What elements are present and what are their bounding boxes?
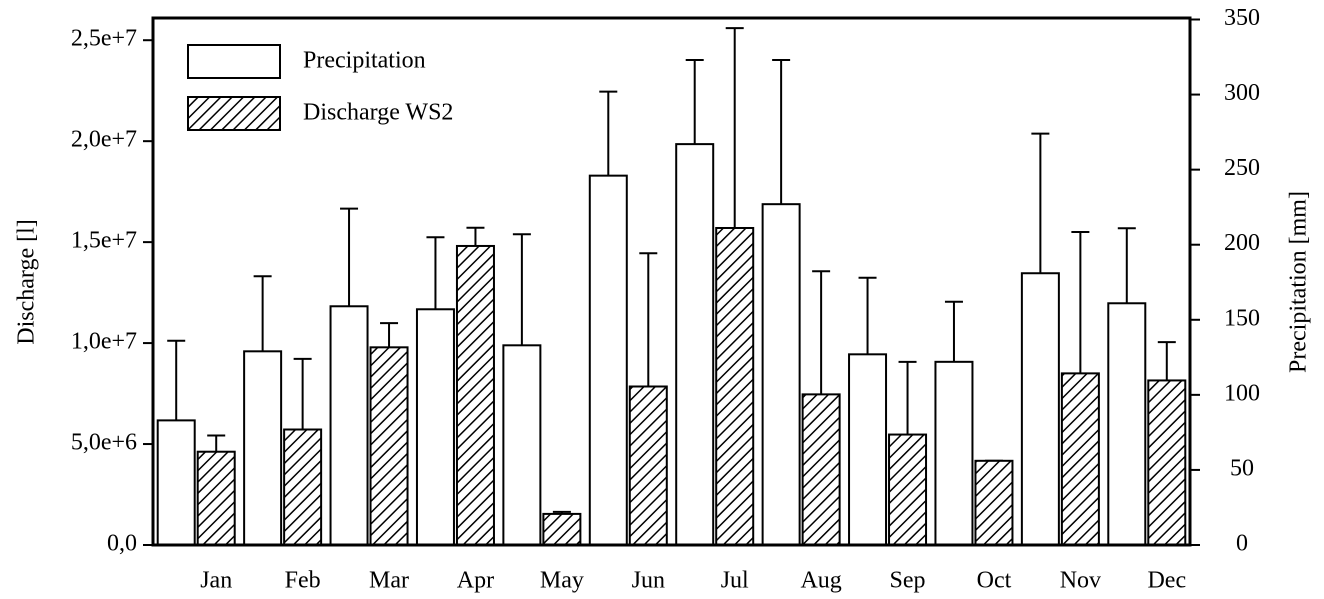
- bar: [675, 143, 715, 546]
- y2-tick-label: 300: [1224, 80, 1260, 106]
- y-axis-title: Discharge [l]: [14, 219, 40, 345]
- bar: [715, 226, 755, 546]
- x-tick-label: Apr: [457, 568, 494, 594]
- x-tick-label: Mar: [369, 568, 409, 594]
- x-tick-label: Dec: [1147, 568, 1186, 594]
- y2-tick-label: 250: [1224, 155, 1260, 181]
- y2-tick-label: 350: [1224, 5, 1260, 31]
- y-tick-label: 2,5e+7: [71, 26, 137, 52]
- bar: [1107, 302, 1147, 546]
- x-tick-label: Jul: [721, 568, 749, 594]
- bar: [588, 174, 628, 546]
- x-tick-label: Oct: [977, 568, 1012, 594]
- bar: [801, 393, 841, 546]
- y2-tick-label: 200: [1224, 230, 1260, 256]
- legend-label: Precipitation: [303, 48, 426, 74]
- y2-tick-label: 150: [1224, 305, 1260, 331]
- bar: [502, 344, 542, 546]
- bar: [415, 308, 455, 547]
- plot-frame: [151, 16, 1192, 547]
- x-tick-label: Nov: [1060, 568, 1101, 594]
- y-tick-label: 0,0: [107, 531, 137, 557]
- legend-label: Discharge WS2: [303, 100, 453, 126]
- x-tick-label: Sep: [890, 568, 926, 594]
- y-tick-label: 5,0e+6: [71, 430, 137, 456]
- x-tick-label: May: [540, 568, 584, 594]
- x-tick-label: Feb: [285, 568, 321, 594]
- bar: [156, 419, 196, 547]
- y-tick-label: 1,0e+7: [71, 329, 137, 355]
- bar: [974, 459, 1014, 546]
- x-tick-label: Aug: [800, 568, 841, 594]
- y2-axis-title: Precipitation [mm]: [1286, 191, 1312, 373]
- bar: [1060, 372, 1100, 546]
- bar: [196, 450, 236, 546]
- legend-swatch: [187, 44, 281, 79]
- bar: [761, 203, 801, 546]
- y2-tick-label: 100: [1224, 380, 1260, 406]
- y-tick-label: 1,5e+7: [71, 228, 137, 254]
- bar: [1020, 272, 1060, 546]
- legend-swatch: [187, 96, 281, 131]
- bar: [848, 353, 888, 546]
- bar: [329, 305, 369, 546]
- bar: [542, 512, 582, 546]
- y-tick-label: 2,0e+7: [71, 127, 137, 153]
- bar: [455, 244, 495, 546]
- x-tick-label: Jun: [632, 568, 665, 594]
- bar: [243, 350, 283, 547]
- bar: [628, 385, 668, 546]
- bar: [369, 346, 409, 546]
- bar: [283, 428, 323, 546]
- bar: [1147, 379, 1187, 546]
- bar: [888, 433, 928, 546]
- y2-tick-label: 0: [1236, 531, 1248, 557]
- y2-tick-label: 50: [1230, 455, 1254, 481]
- bar: [934, 360, 974, 546]
- x-tick-label: Jan: [200, 568, 232, 594]
